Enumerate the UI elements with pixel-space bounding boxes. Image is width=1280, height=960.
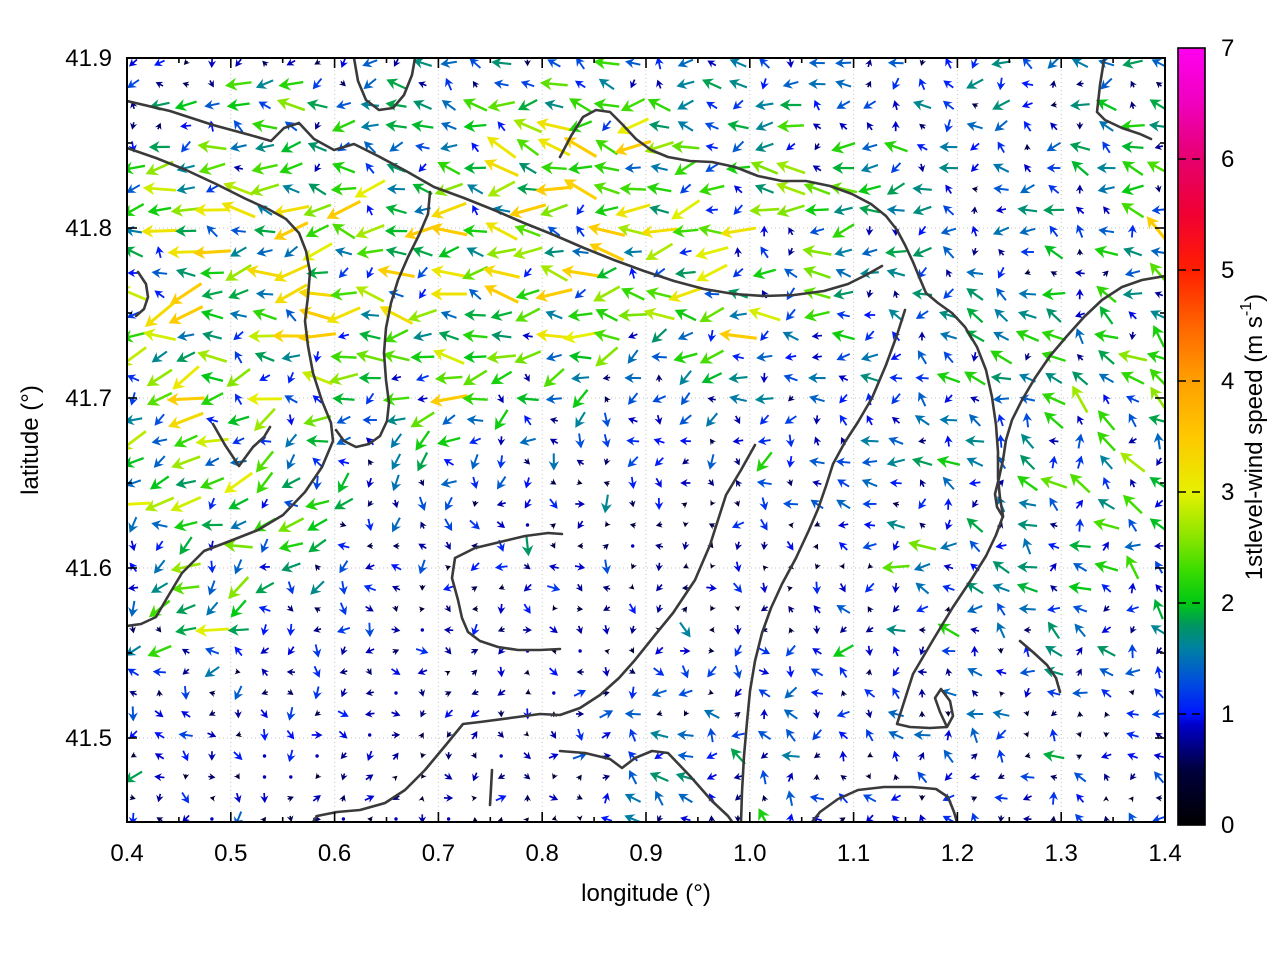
x-tick-label: 1.4 (1148, 840, 1181, 867)
contour-lines (127, 58, 1165, 822)
colorbar (1177, 47, 1206, 826)
colorbar-tick-label: 6 (1221, 146, 1234, 173)
y-tick-label: 41.7 (65, 385, 112, 412)
x-axis-title: longitude (°) (581, 880, 711, 907)
y-tick-label: 41.8 (65, 215, 112, 242)
x-tick-label: 0.7 (422, 840, 455, 867)
colorbar-tick-label: 4 (1221, 368, 1234, 395)
colorbar-tick-label: 7 (1221, 35, 1234, 62)
x-tick-label: 1.1 (837, 840, 870, 867)
x-tick-label: 0.9 (629, 840, 662, 867)
colorbar-title: 1stlevel-wind speed (m s-1) (1238, 294, 1268, 580)
colorbar-tick-label: 5 (1221, 257, 1234, 284)
x-tick-label: 0.4 (110, 840, 143, 867)
colorbar-title-main: 1stlevel-wind speed (m s (1241, 316, 1268, 580)
colorbar-tick-label: 2 (1221, 590, 1234, 617)
colorbar-tick-label: 1 (1221, 701, 1234, 728)
colorbar-title-close: ) (1241, 294, 1268, 302)
x-tick-label: 0.8 (526, 840, 559, 867)
y-tick-label: 41.6 (65, 555, 112, 582)
generated-plot-layers (126, 47, 1206, 826)
colorbar-tick-label: 3 (1221, 479, 1234, 506)
y-tick-label: 41.5 (65, 725, 112, 752)
x-tick-label: 1.2 (941, 840, 974, 867)
x-tick-label: 1.0 (733, 840, 766, 867)
x-tick-label: 1.3 (1045, 840, 1078, 867)
y-axis-title: latitude (°) (17, 385, 44, 495)
x-tick-label: 0.6 (318, 840, 351, 867)
wind-arrows (127, 58, 1165, 822)
x-tick-label: 0.5 (214, 840, 247, 867)
colorbar-title-superscript: -1 (1238, 302, 1255, 316)
colorbar-tick-label: 0 (1221, 812, 1234, 839)
y-tick-label: 41.9 (65, 45, 112, 72)
plot-frame-and-ticks (126, 57, 1166, 823)
